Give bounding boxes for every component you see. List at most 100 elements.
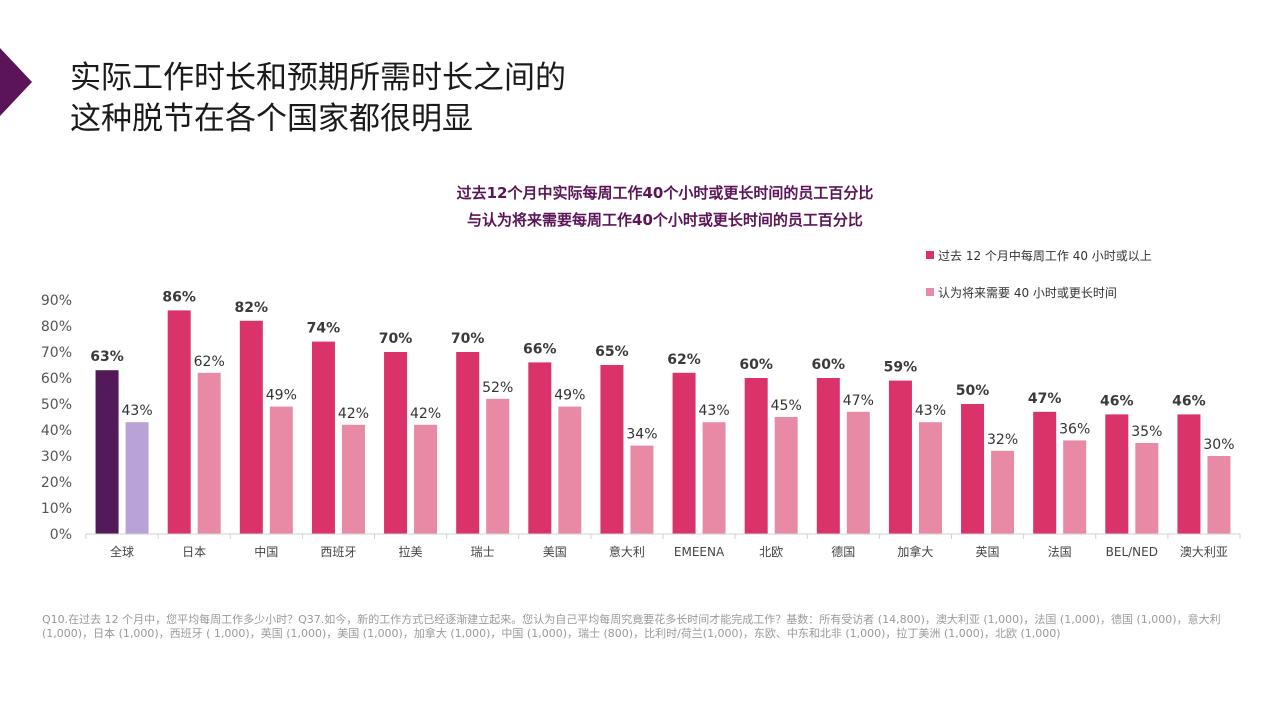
data-label-actual: 60% xyxy=(812,357,846,373)
data-label-expected: 42% xyxy=(338,406,369,422)
data-label-expected: 43% xyxy=(122,403,153,419)
data-label-expected: 32% xyxy=(987,432,1018,448)
bar-expected-hours xyxy=(414,424,438,534)
legend-swatch-series-2 xyxy=(926,288,934,296)
bar-actual-hours xyxy=(239,320,263,534)
data-label-expected: 35% xyxy=(1131,424,1162,440)
data-label-actual: 82% xyxy=(235,300,269,316)
category-label: 瑞士 xyxy=(471,545,495,559)
data-label-actual: 46% xyxy=(1172,393,1206,409)
data-label-actual: 62% xyxy=(667,352,701,368)
category-label: 加拿大 xyxy=(897,544,933,559)
data-label-actual: 86% xyxy=(162,289,196,305)
data-label-actual: 50% xyxy=(956,383,990,399)
x-axis: 全球 日本 中国 西班牙 拉美 瑞士 美国 意大利 EMEENA 北欧 德国 加拿大 英国 法国 BEL/N… xyxy=(85,533,1241,559)
category-label: 德国 xyxy=(831,544,855,559)
data-label-actual: 70% xyxy=(451,331,485,347)
data-label-expected: 45% xyxy=(771,398,802,414)
y-tick-label: 50% xyxy=(41,397,72,413)
y-tick-label: 30% xyxy=(41,449,72,465)
data-label-expected: 36% xyxy=(1059,421,1090,437)
chart-subtitle-line-1: 过去12个月中实际每周工作40个小时或更长时间的员工百分比 xyxy=(456,184,874,202)
category-label: 英国 xyxy=(976,545,1000,559)
bar-actual-hours xyxy=(456,352,480,534)
data-label-expected: 30% xyxy=(1203,437,1234,453)
bar-expected-hours xyxy=(991,450,1015,534)
category-label: 法国 xyxy=(1048,545,1072,559)
data-label-expected: 34% xyxy=(626,427,657,443)
category-label: EMEENA xyxy=(674,545,725,559)
chart-legend: 过去 12 个月中每周工作 40 小时或以上 认为将来需要 40 小时或更长时间 xyxy=(926,248,1152,300)
category-label: 西班牙 xyxy=(320,545,356,559)
bar-expected-hours xyxy=(918,422,942,534)
data-label-actual: 66% xyxy=(523,341,557,357)
bar-expected-hours xyxy=(197,372,221,534)
bar-actual-hours xyxy=(167,310,191,534)
y-tick-label: 40% xyxy=(41,423,72,439)
y-tick-label: 20% xyxy=(41,475,72,491)
category-label: BEL/NED xyxy=(1106,545,1158,559)
bar-actual-hours xyxy=(1177,414,1201,534)
data-label-actual: 74% xyxy=(307,321,341,337)
category-label: 全球 xyxy=(110,544,134,559)
data-label-actual: 46% xyxy=(1100,393,1134,409)
bar-chart: 过去 12 个月中每周工作 40 小时或以上 认为将来需要 40 小时或更长时间… xyxy=(41,248,1241,559)
data-label-expected: 43% xyxy=(699,403,730,419)
bar-actual-hours xyxy=(528,362,552,534)
bar-actual-hours xyxy=(1033,411,1057,534)
category-label: 北欧 xyxy=(759,545,783,559)
chart-subtitle: 过去12个月中实际每周工作40个小时或更长时间的员工百分比 与认为将来需要每周工… xyxy=(230,180,1100,234)
bar-actual-hours xyxy=(744,378,768,534)
bar-actual-hours xyxy=(888,380,912,534)
bar-actual-hours xyxy=(384,352,408,534)
data-label-expected: 43% xyxy=(915,403,946,419)
footnote: Q10.在过去 12 个月中，您平均每周工作多少小时？Q37.如今，新的工作方式… xyxy=(42,613,1221,640)
data-label-actual: 59% xyxy=(884,360,918,376)
data-label-expected: 49% xyxy=(266,388,297,404)
bar-actual-hours xyxy=(1105,414,1129,534)
data-label-expected: 42% xyxy=(410,406,441,422)
data-label-expected: 47% xyxy=(843,393,874,409)
data-label-actual: 70% xyxy=(379,331,413,347)
bar-expected-hours xyxy=(702,422,726,534)
bar-actual-hours xyxy=(672,372,696,534)
bar-expected-hours xyxy=(1063,440,1087,534)
bar-expected-hours xyxy=(630,445,654,534)
y-tick-label: 60% xyxy=(41,371,72,387)
y-tick-label: 70% xyxy=(41,345,72,361)
data-label-actual: 63% xyxy=(90,349,124,365)
bar-expected-hours xyxy=(269,406,293,534)
page-title-line-1: 实际工作时长和预期所需时长之间的 xyxy=(70,60,566,96)
bar-actual-hours xyxy=(95,370,119,534)
data-label-actual: 65% xyxy=(595,344,629,360)
bar-expected-hours xyxy=(774,417,798,534)
bar-actual-hours xyxy=(961,404,985,534)
y-tick-label: 90% xyxy=(41,293,72,309)
bar-expected-hours xyxy=(846,411,870,534)
y-tick-label: 0% xyxy=(50,527,72,543)
bar-expected-hours xyxy=(1135,443,1159,534)
y-tick-label: 80% xyxy=(41,319,72,335)
legend-label-series-2: 认为将来需要 40 小时或更长时间 xyxy=(938,286,1117,300)
y-axis: 0% 10% 20% 30% 40% 50% 60% 70% 80% 90% xyxy=(41,293,72,543)
bar-expected-hours xyxy=(486,398,510,534)
legend-swatch-series-1 xyxy=(926,251,934,259)
bar-expected-hours xyxy=(125,422,149,534)
data-label-actual: 47% xyxy=(1028,391,1062,407)
legend-label-series-1: 过去 12 个月中每周工作 40 小时或以上 xyxy=(938,248,1152,263)
category-label: 中国 xyxy=(254,544,278,559)
data-label-actual: 60% xyxy=(739,357,773,373)
category-label: 澳大利亚 xyxy=(1180,545,1228,559)
category-label: 意大利 xyxy=(609,544,645,559)
bars-group: 63% 43% 86% 62% 82% 49% 74% 42% 70% 42% 70% 52% 66% 4… xyxy=(90,289,1235,534)
page-title: 实际工作时长和预期所需时长之间的 这种脱节在各个国家都很明显 xyxy=(70,58,566,140)
category-label: 日本 xyxy=(182,545,206,559)
bar-expected-hours xyxy=(341,424,365,534)
bar-actual-hours xyxy=(311,341,335,534)
bar-actual-hours xyxy=(600,365,624,534)
category-label: 美国 xyxy=(543,545,567,559)
data-label-expected: 49% xyxy=(554,388,585,404)
bar-actual-hours xyxy=(816,378,840,534)
data-label-expected: 52% xyxy=(482,380,513,396)
bar-expected-hours xyxy=(558,406,582,534)
